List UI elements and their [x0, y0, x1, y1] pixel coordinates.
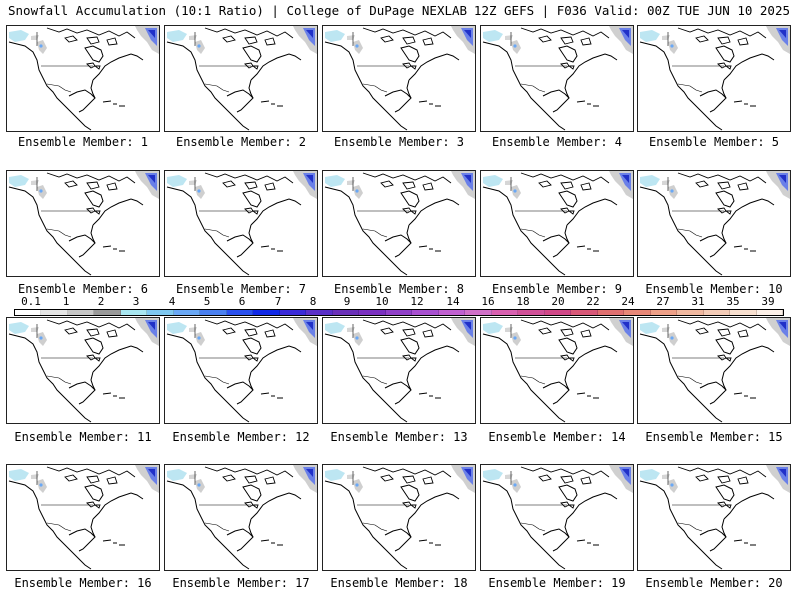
colorbar-tick-label: 22: [586, 295, 600, 308]
colorbar-tick-label: 1: [62, 295, 70, 308]
colorbar-swatch: [465, 310, 492, 315]
member-map-panel: [322, 464, 476, 571]
member-label: Ensemble Member: 6: [17, 282, 149, 296]
colorbar-swatch: [703, 310, 731, 315]
colorbar-swatch: [438, 310, 466, 315]
colorbar-swatch: [412, 310, 439, 315]
colorbar-tick-label: 35: [726, 295, 740, 308]
member-label: Ensemble Member: 7: [175, 282, 307, 296]
colorbar-swatch: [41, 310, 68, 315]
colorbar-tick-label: 12: [410, 295, 424, 308]
colorbar-swatch: [650, 310, 678, 315]
colorbar-tick-label: 7: [274, 295, 282, 308]
member-label: Ensemble Member: 4: [491, 135, 623, 149]
colorbar-swatch: [491, 310, 519, 315]
member-map-panel: [322, 317, 476, 424]
member-map-panel: [164, 170, 318, 277]
member-map-panel: [164, 317, 318, 424]
colorbar-tick-label: 8: [309, 295, 317, 308]
member-label: Ensemble Member: 19: [488, 576, 626, 590]
member-map-panel: [480, 464, 634, 571]
member-map-panel: [637, 25, 791, 132]
colorbar-tick-label: 3: [132, 295, 140, 308]
member-label: Ensemble Member: 14: [488, 430, 626, 444]
member-label: Ensemble Member: 5: [648, 135, 780, 149]
colorbar-swatch: [544, 310, 572, 315]
colorbar-swatch: [226, 310, 254, 315]
colorbar-tick-label: 31: [691, 295, 705, 308]
member-map-panel: [164, 464, 318, 571]
member-map-panel: [637, 317, 791, 424]
member-map-panel: [480, 25, 634, 132]
member-map-panel: [6, 25, 160, 132]
member-label: Ensemble Member: 11: [14, 430, 152, 444]
colorbar-tick-label: 9: [343, 295, 351, 308]
colorbar-tick-label: 0.1: [21, 295, 41, 308]
colorbar-tick-label: 6: [238, 295, 246, 308]
colorbar-tick-label: 27: [656, 295, 670, 308]
colorbar-swatch: [173, 310, 201, 315]
member-map-panel: [164, 25, 318, 132]
member-map-panel: [6, 464, 160, 571]
chart-title: Snowfall Accumulation (10:1 Ratio) | Col…: [8, 3, 468, 18]
member-label: Ensemble Member: 2: [175, 135, 307, 149]
colorbar-swatch: [624, 310, 651, 315]
colorbar-tick-label: 16: [481, 295, 495, 308]
colorbar-swatch: [518, 310, 545, 315]
colorbar-swatch: [120, 310, 148, 315]
member-map-panel: [637, 170, 791, 277]
member-label: Ensemble Member: 9: [491, 282, 623, 296]
colorbar-swatch: [15, 310, 42, 315]
colorbar-tick-label: 14: [446, 295, 460, 308]
colorbar-swatch: [67, 310, 95, 315]
colorbar-tick-label: 10: [375, 295, 389, 308]
snowfall-colorbar: [14, 309, 784, 316]
member-label: Ensemble Member: 20: [645, 576, 783, 590]
colorbar-swatch: [279, 310, 307, 315]
colorbar-swatch: [200, 310, 227, 315]
colorbar-swatch: [359, 310, 386, 315]
member-map-panel: [480, 170, 634, 277]
member-map-panel: [322, 170, 476, 277]
colorbar-swatch: [385, 310, 413, 315]
colorbar-swatch: [306, 310, 333, 315]
model-run-info: 12Z GEFS | F036 Valid: 00Z TUE JUN 10 20…: [473, 3, 790, 18]
member-label: Ensemble Member: 12: [172, 430, 310, 444]
colorbar-swatch: [571, 310, 598, 315]
colorbar-swatch: [677, 310, 704, 315]
colorbar-swatch: [332, 310, 360, 315]
colorbar-swatch: [730, 310, 757, 315]
colorbar-tick-label: 24: [621, 295, 635, 308]
member-map-panel: [480, 317, 634, 424]
member-map-panel: [6, 170, 160, 277]
colorbar-tick-label: 4: [168, 295, 176, 308]
member-label: Ensemble Member: 8: [333, 282, 465, 296]
member-label: Ensemble Member: 3: [333, 135, 465, 149]
member-label: Ensemble Member: 15: [645, 430, 783, 444]
colorbar-swatch: [253, 310, 280, 315]
member-label: Ensemble Member: 17: [172, 576, 310, 590]
colorbar-swatch: [147, 310, 174, 315]
colorbar-tick-label: 2: [97, 295, 105, 308]
member-label: Ensemble Member: 1: [17, 135, 149, 149]
member-label: Ensemble Member: 13: [330, 430, 468, 444]
member-label: Ensemble Member: 18: [330, 576, 468, 590]
member-map-panel: [6, 317, 160, 424]
colorbar-swatch: [597, 310, 625, 315]
member-label: Ensemble Member: 10: [645, 282, 783, 296]
member-label: Ensemble Member: 16: [14, 576, 152, 590]
colorbar-tick-label: 18: [516, 295, 530, 308]
colorbar-swatch: [94, 310, 121, 315]
colorbar-tick-label: 5: [203, 295, 211, 308]
colorbar-swatch: [756, 310, 784, 315]
colorbar-tick-label: 20: [551, 295, 565, 308]
member-map-panel: [637, 464, 791, 571]
colorbar-tick-label: 39: [761, 295, 775, 308]
member-map-panel: [322, 25, 476, 132]
